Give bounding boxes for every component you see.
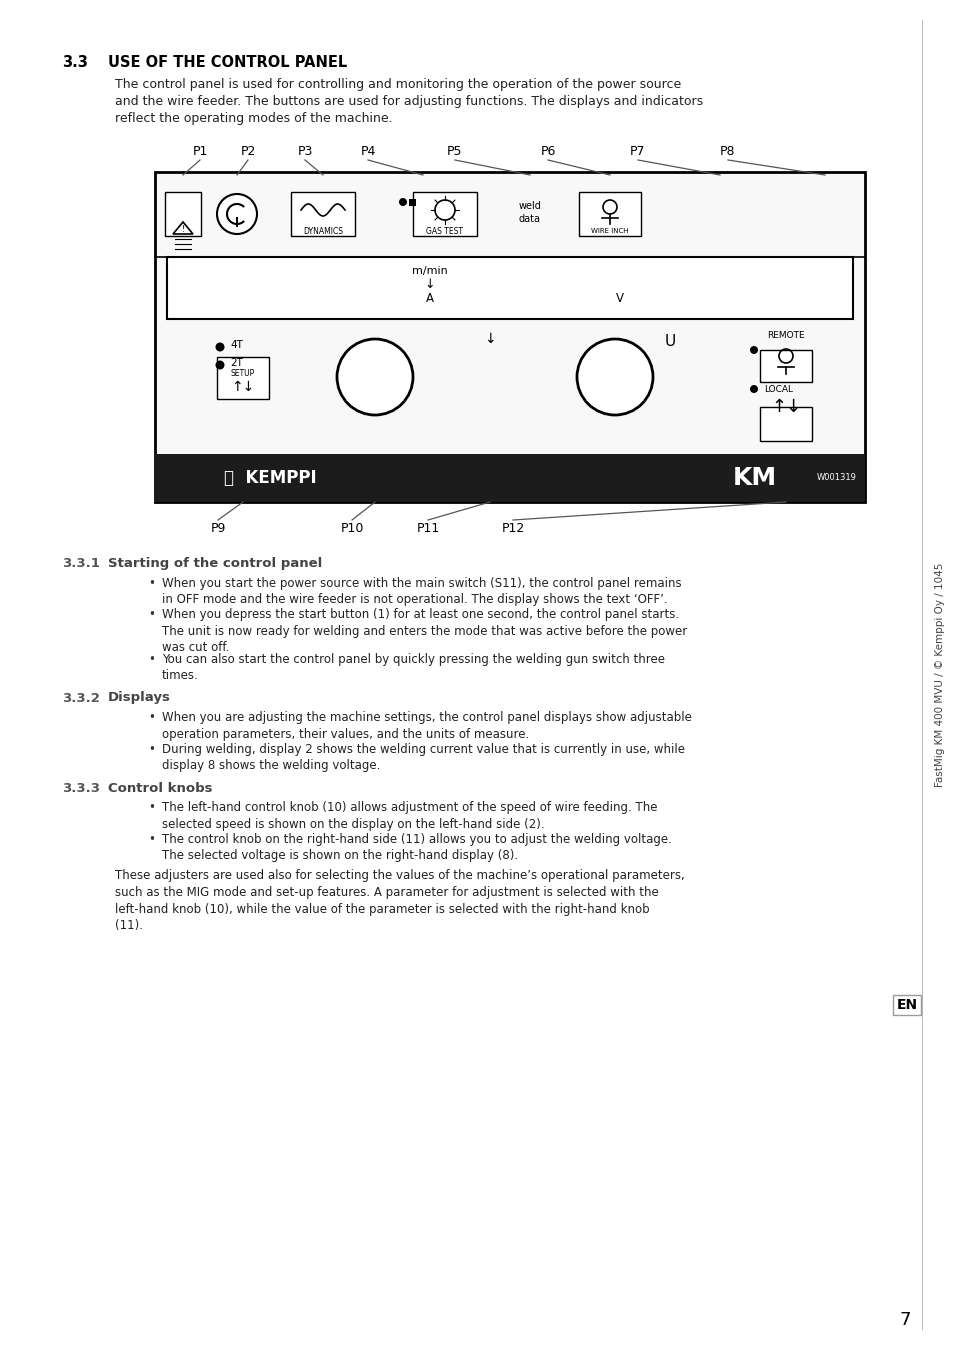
Text: !: ! (181, 224, 185, 234)
Bar (154, 171, 864, 502)
Text: FastMig KM 400 MVU / © Kemppi Oy / 1045: FastMig KM 400 MVU / © Kemppi Oy / 1045 (934, 563, 944, 787)
Text: •: • (148, 833, 154, 845)
Text: P10: P10 (340, 522, 363, 535)
Text: ↓: ↓ (424, 278, 435, 292)
Text: P1: P1 (193, 144, 208, 158)
Text: LOCAL: LOCAL (763, 385, 792, 393)
Circle shape (216, 194, 256, 234)
Bar (216, 356, 269, 400)
Text: SETUP: SETUP (231, 370, 254, 378)
Text: •: • (148, 711, 154, 725)
Bar (578, 192, 640, 236)
Text: m/min: m/min (412, 266, 447, 275)
Text: Starting of the control panel: Starting of the control panel (108, 558, 322, 570)
Text: P12: P12 (501, 522, 524, 535)
Text: U: U (663, 333, 675, 348)
Text: The left-hand control knob (10) allows adjustment of the speed of wire feeding. : The left-hand control knob (10) allows a… (162, 802, 657, 832)
Text: A: A (426, 293, 434, 305)
Text: P6: P6 (539, 144, 555, 158)
Bar (167, 256, 852, 319)
Text: 3.3: 3.3 (62, 55, 88, 70)
Text: P8: P8 (720, 144, 735, 158)
Text: •: • (148, 802, 154, 814)
Text: Ⓥ  KEMPPI: Ⓥ KEMPPI (223, 468, 316, 487)
Bar (760, 350, 811, 382)
Text: When you are adjusting the machine settings, the control panel displays show adj: When you are adjusting the machine setti… (162, 711, 691, 741)
Bar (165, 192, 201, 236)
Text: EN: EN (896, 998, 917, 1012)
Text: 2T: 2T (230, 358, 243, 369)
Circle shape (215, 343, 224, 351)
Text: 3.3.1: 3.3.1 (62, 558, 100, 570)
Circle shape (577, 339, 652, 414)
Text: P2: P2 (240, 144, 255, 158)
Text: •: • (148, 608, 154, 621)
Text: ↓: ↓ (484, 332, 496, 346)
Text: weld: weld (518, 201, 541, 211)
Text: DYNAMICS: DYNAMICS (303, 227, 343, 235)
Circle shape (215, 360, 224, 370)
Text: REMOTE: REMOTE (766, 332, 804, 340)
Text: 3.3.3: 3.3.3 (62, 782, 100, 795)
Bar (409, 198, 416, 207)
Text: •: • (148, 743, 154, 756)
Circle shape (398, 198, 407, 207)
Text: These adjusters are used also for selecting the values of the machine’s operatio: These adjusters are used also for select… (115, 869, 684, 931)
Text: P11: P11 (416, 522, 439, 535)
Text: You can also start the control panel by quickly pressing the welding gun switch : You can also start the control panel by … (162, 652, 664, 682)
Text: P5: P5 (447, 144, 462, 158)
Text: The control panel is used for controlling and monitoring the operation of the po: The control panel is used for controllin… (115, 78, 702, 126)
Text: W001319: W001319 (816, 474, 856, 482)
Bar (760, 406, 811, 441)
Text: V: V (616, 293, 623, 305)
Text: KM: KM (732, 466, 777, 490)
Circle shape (749, 385, 758, 393)
Text: P4: P4 (360, 144, 375, 158)
Bar (291, 192, 355, 236)
Text: GAS TEST: GAS TEST (426, 227, 463, 235)
Text: P3: P3 (297, 144, 313, 158)
Bar (413, 192, 476, 236)
Text: •: • (148, 576, 154, 590)
Text: During welding, display 2 shows the welding current value that is currently in u: During welding, display 2 shows the weld… (162, 743, 684, 772)
Text: When you start the power source with the main switch (S11), the control panel re: When you start the power source with the… (162, 576, 680, 606)
Circle shape (336, 339, 413, 414)
Text: WIRE INCH: WIRE INCH (591, 228, 628, 234)
Text: When you depress the start button (1) for at least one second, the control panel: When you depress the start button (1) fo… (162, 608, 686, 653)
Text: 4T: 4T (230, 340, 243, 350)
Text: Control knobs: Control knobs (108, 782, 213, 795)
Text: ↑↓: ↑↓ (770, 398, 801, 416)
Text: 7: 7 (899, 1311, 910, 1328)
Bar (921, 20, 923, 1330)
Text: P9: P9 (210, 522, 226, 535)
Text: Displays: Displays (108, 691, 171, 705)
Text: •: • (148, 652, 154, 666)
Text: The control knob on the right-hand side (11) allows you to adjust the welding vo: The control knob on the right-hand side … (162, 833, 671, 863)
Bar (154, 454, 864, 502)
Text: USE OF THE CONTROL PANEL: USE OF THE CONTROL PANEL (108, 55, 347, 70)
Circle shape (749, 346, 758, 354)
Text: 3.3.2: 3.3.2 (62, 691, 100, 705)
Text: ↑↓: ↑↓ (232, 379, 254, 394)
Text: P7: P7 (630, 144, 645, 158)
Text: data: data (518, 215, 540, 224)
